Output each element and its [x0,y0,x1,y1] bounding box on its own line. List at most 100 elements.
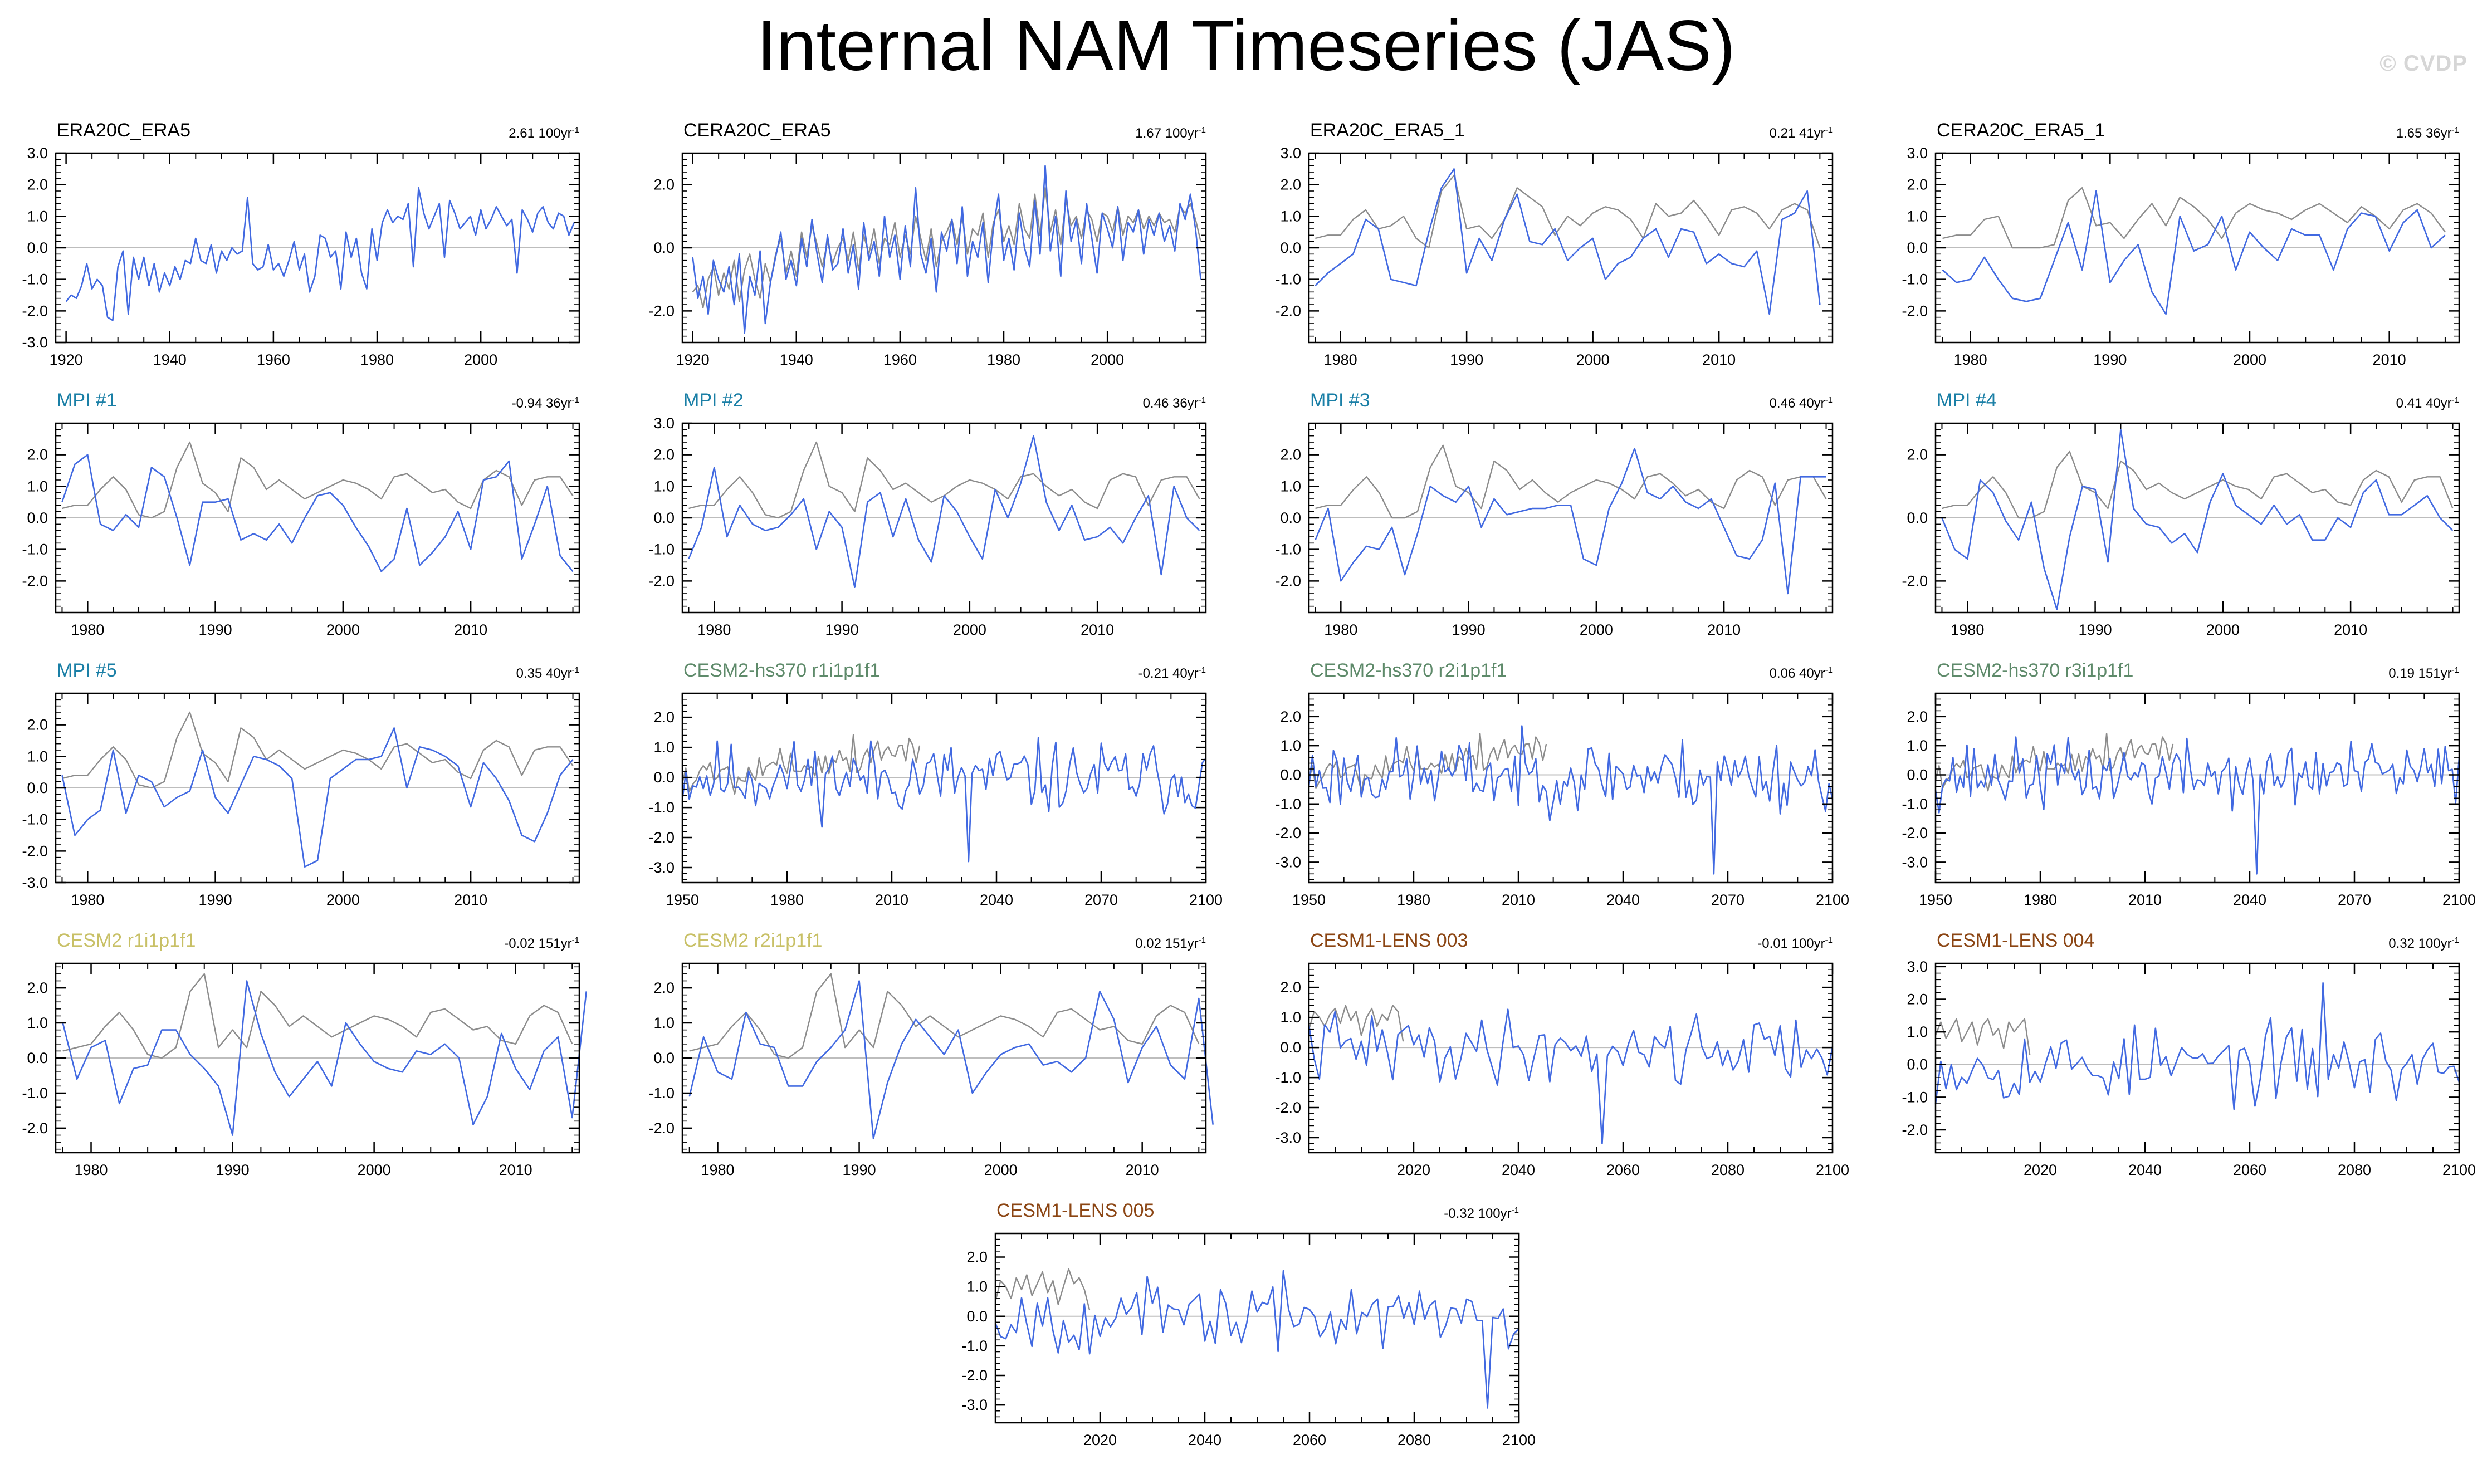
panel-trend: 0.02 151yr-1 [1135,936,1206,952]
trend-exponent: -1 [1825,665,1833,675]
y-tick-label: -2.0 [1902,825,1928,841]
plot-area: 1950 1980 2010 2040 2070 2100 -3.0 -2.0 -1.0 0.0 1… [1275,692,1849,908]
y-tick-label: 2.0 [1280,177,1301,193]
x-tick-label: 2100 [1189,892,1223,908]
trend-unit: 100yr [2418,936,2452,951]
obs-series-line [688,441,1200,519]
model-series-line [1941,429,2454,610]
panel-11: CESM2-hs370 r2i1p1f1 0.06 40yr-1 1950 1980 2… [1253,660,1849,933]
trend-unit: 100yr [1791,936,1825,951]
x-tick-label: 1950 [1919,892,1952,908]
x-tick-label: 1980 [770,892,804,908]
trend-value: 0.06 [1769,666,1799,681]
y-tick-label: -1.0 [1275,271,1301,288]
panel-trend: 0.21 41yr-1 [1770,125,1833,141]
x-tick-label: 1980 [701,1162,734,1178]
obs-series-line [1315,444,1827,519]
trend-unit: 100yr [538,126,572,141]
x-tick-label: 2010 [499,1162,532,1178]
x-tick-label: 2010 [1702,351,1736,368]
y-tick-label: 0.0 [1280,766,1301,783]
model-series-line [688,435,1200,589]
panel-title: MPI #4 [1937,390,1997,411]
x-tick-label: 1980 [1397,892,1430,908]
plot-frame [681,692,1207,884]
trend-unit: 40yr [1172,666,1199,681]
model-series-line [681,737,1207,863]
panel-title: MPI #3 [1310,390,1370,411]
x-tick-label: 2060 [2233,1162,2266,1178]
y-tick-label: 0.0 [1280,510,1301,526]
x-tick-label: 2040 [1188,1432,1221,1448]
panel-trend: -0.21 40yr-1 [1138,665,1206,682]
panel-4: CERA20C_ERA5_1 1.65 36yr-1 1980 1990 2000 201… [1880,120,2470,393]
plot-area: 1980 1990 2000 2010 -2.0 -1.0 0.0 1.0 2.0 3.0 [648,415,1207,638]
plot-area: 1920 1940 1960 1980 2000 -3.0 -2.0 -1.0 0.0 1.0 2.… [22,145,580,368]
y-tick-label: 1.0 [1280,478,1301,494]
obs-series-line [1308,732,1547,792]
trend-exponent: -1 [571,125,579,135]
panel-14: CESM2 r2i1p1f1 0.02 151yr-1 1980 1990 2000 20… [627,930,1217,1203]
x-tick-label: 1990 [843,1162,876,1178]
trend-unit: 40yr [545,666,572,681]
obs-series-line [62,973,573,1059]
x-tick-label: 1990 [1452,621,1486,638]
panel-title: CESM2 r2i1p1f1 [683,930,823,951]
obs-series-line [1934,1018,2031,1055]
model-series-line [692,165,1201,334]
y-tick-label: 0.0 [653,1050,675,1066]
y-tick-label: 0.0 [1907,510,1928,526]
x-tick-label: 2070 [1711,892,1745,908]
panel-title: CESM2-hs370 r2i1p1f1 [1310,660,1507,681]
y-tick-label: -3.0 [22,874,48,891]
y-tick-label: 1.0 [1280,1009,1301,1026]
trend-exponent: -1 [571,936,579,945]
trend-unit: 41yr [1799,126,1825,141]
y-tick-label: 1.0 [653,739,675,756]
trend-value: -0.94 [511,396,546,411]
x-tick-label: 2000 [326,892,360,908]
y-tick-label: -2.0 [22,572,48,589]
plot-area: 1950 1980 2010 2040 2070 2100 -3.0 -2.0 -1.0 0.0 1… [1902,692,2476,908]
model-series-line [1934,736,2460,875]
y-tick-label: 2.0 [27,717,48,733]
x-tick-label: 2010 [1081,621,1114,638]
trend-value: 0.41 [2396,396,2426,411]
obs-series-line [1942,187,2446,249]
y-tick-label: -1.0 [1902,1089,1928,1105]
trend-exponent: -1 [2451,395,2459,405]
panel-title: ERA20C_ERA5 [57,120,191,141]
x-tick-label: 2010 [875,892,908,908]
plot-area: 1980 1990 2000 2010 -2.0 0.0 2.0 [1902,422,2460,638]
y-tick-label: 1.0 [27,748,48,765]
panel-trend: -0.01 100yr-1 [1757,936,1833,952]
x-tick-label: 2040 [980,892,1013,908]
y-tick-label: 1.0 [27,1015,48,1031]
plot-area: 1980 1990 2000 2010 -2.0 -1.0 0.0 1.0 2.0 3.0 [1902,145,2460,368]
y-tick-label: 2.0 [1907,991,1928,1007]
model-series-line [1308,1008,1834,1145]
panel-trend: 1.67 100yr-1 [1135,125,1206,141]
x-tick-label: 2040 [1502,1162,1535,1178]
x-tick-label: 2070 [2338,892,2371,908]
panel-trend: -0.32 100yr-1 [1444,1206,1519,1222]
trend-value: 0.35 [516,666,546,681]
y-tick-label: 0.0 [653,510,675,526]
x-tick-label: 1980 [1324,351,1357,368]
y-tick-label: -1.0 [648,541,675,558]
x-tick-label: 1920 [50,351,83,368]
trend-value: 0.21 [1769,126,1799,141]
obs-series-line [994,1268,1091,1311]
y-tick-label: 0.0 [966,1308,988,1325]
y-tick-label: 0.0 [27,239,48,256]
panel-trend: 0.06 40yr-1 [1770,665,1833,682]
plot-area: 1980 1990 2000 2010 -2.0 -1.0 0.0 1.0 2.0 [1275,422,1834,638]
x-tick-label: 2010 [454,621,487,638]
obs-series-line [62,441,574,519]
panel-title: CESM2-hs370 r1i1p1f1 [683,660,881,681]
x-tick-label: 1980 [1951,621,1984,638]
y-tick-label: -3.0 [1902,854,1928,870]
trend-exponent: -1 [1198,936,1206,945]
trend-exponent: -1 [2451,125,2459,135]
